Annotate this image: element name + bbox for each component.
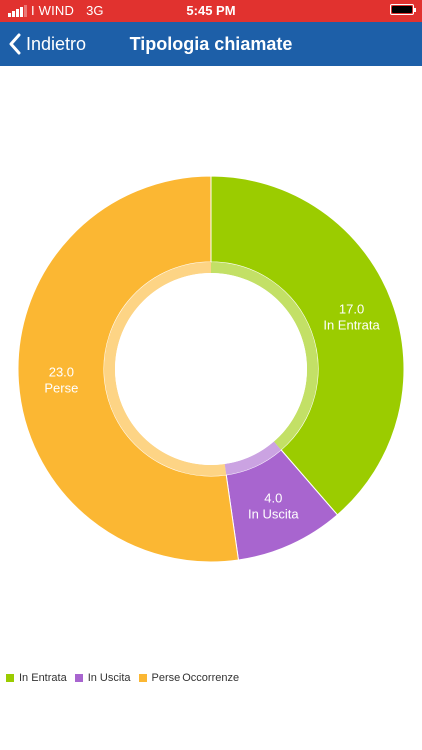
legend-swatch-in-entrata bbox=[6, 674, 14, 682]
carrier-name: I WIND bbox=[31, 3, 75, 18]
page-title: Tipologia chiamate bbox=[129, 34, 293, 54]
status-bar: I WIND 3G 5:45 PM bbox=[0, 0, 422, 22]
nav-bar: Indietro Tipologia chiamate bbox=[0, 22, 422, 66]
back-button-label: Indietro bbox=[26, 33, 87, 54]
status-left: I WIND 3G bbox=[8, 3, 103, 18]
legend-label-in-uscita: In Uscita bbox=[87, 672, 131, 684]
donut-hole bbox=[115, 273, 307, 465]
slice-inner-ring-in-entrata bbox=[211, 262, 318, 450]
status-time: 5:45 PM bbox=[186, 3, 236, 18]
slice-inner-ring-in-uscita bbox=[224, 441, 282, 475]
back-button[interactable]: Indietro bbox=[8, 22, 86, 66]
slice-value-label-in-uscita: 4.0 bbox=[264, 490, 282, 505]
network-type: 3G bbox=[86, 3, 104, 18]
chart-slices bbox=[17, 175, 405, 563]
legend-swatch-perse bbox=[138, 674, 147, 682]
chart-legend: In Entrata In Uscita Perse Occorrenze bbox=[6, 672, 247, 684]
legend-label-perse: Perse bbox=[151, 672, 181, 684]
legend-swatch-in-uscita bbox=[74, 674, 83, 682]
legend-item-in-entrata: In Entrata bbox=[6, 672, 67, 684]
battery-full-icon bbox=[390, 4, 416, 15]
slice-name-label-perse: Perse bbox=[44, 381, 78, 396]
legend-label-in-entrata: In Entrata bbox=[19, 672, 67, 684]
chart-description: Occorrenze bbox=[182, 672, 240, 684]
legend-item-in-uscita: In Uscita bbox=[74, 672, 131, 684]
signal-bars-icon bbox=[8, 4, 27, 17]
chevron-left-icon bbox=[9, 33, 21, 55]
legend-item-perse: Perse Occorrenze bbox=[138, 672, 240, 684]
slice-name-label-in-uscita: In Uscita bbox=[248, 506, 299, 521]
slice-value-label-perse: 23.0 bbox=[49, 365, 74, 380]
slice-value-label-in-entrata: 17.0 bbox=[339, 302, 364, 317]
slice-name-label-in-entrata: In Entrata bbox=[323, 318, 380, 333]
